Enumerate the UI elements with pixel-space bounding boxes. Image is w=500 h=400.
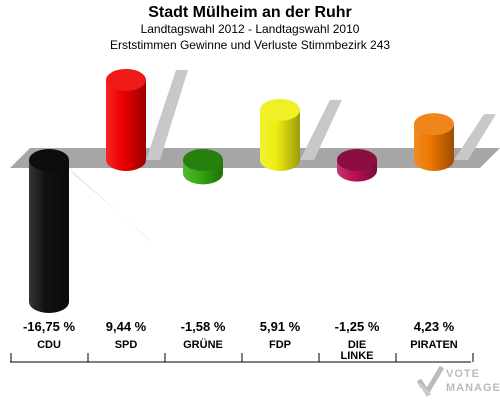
bar-4 (260, 98, 342, 171)
category-label: LINKE (341, 350, 374, 362)
bar-body (414, 124, 454, 171)
bar-cap (183, 149, 223, 171)
category-label: SPD (115, 339, 138, 351)
bar-5 (337, 149, 377, 182)
chart-subtitle: Landtagswahl 2012 - Landtagswahl 2010 (140, 22, 360, 36)
bar-shadow (300, 99, 342, 160)
value-label: 5,91 % (260, 319, 301, 334)
category-label: PIRATEN (410, 339, 458, 351)
chart-title: Stadt Mülheim an der Ruhr (148, 4, 352, 21)
value-label: 9,44 % (106, 319, 147, 334)
value-label: -1,25 % (335, 319, 380, 334)
bar-body (260, 109, 300, 171)
bar-1 (29, 149, 154, 313)
category-label: GRÜNE (183, 338, 223, 351)
logo-text-vote: VOTE (446, 368, 480, 380)
category-label: DIE (348, 339, 366, 351)
bar-shadow (454, 114, 496, 160)
bar-body (29, 160, 69, 313)
bar-body (106, 79, 146, 171)
category-label: FDP (269, 339, 291, 351)
bar-cap (260, 98, 300, 121)
category-label: CDU (37, 339, 61, 351)
bar-6 (414, 113, 496, 171)
value-label: -16,75 % (23, 319, 75, 334)
logo-text-manager: MANAGER (446, 382, 500, 394)
bar-shadow (69, 168, 154, 243)
bar-cap (337, 149, 377, 171)
bar-2 (106, 68, 188, 171)
bar-cap (106, 68, 146, 91)
chart-subtitle-2: Erststimmen Gewinne und Verluste Stimmbe… (109, 38, 391, 52)
value-label: -1,58 % (181, 319, 226, 334)
vote-check-icon (416, 365, 444, 397)
bar-3 (183, 149, 223, 185)
bar-cap (29, 149, 69, 171)
bar-shadow (146, 69, 188, 160)
value-label: 4,23 % (414, 319, 455, 334)
bar-cap (414, 113, 454, 136)
vote-manager-logo: VOTE MANAGER (416, 362, 500, 398)
